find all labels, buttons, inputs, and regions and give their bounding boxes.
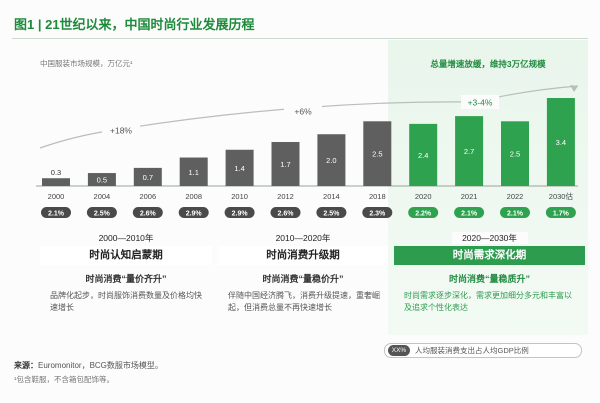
- ratio-label: 2.5%: [94, 211, 111, 218]
- footnote: ¹包含鞋服，不含箱包配饰等。: [14, 375, 114, 384]
- bar-2004: [87, 173, 116, 186]
- ratio-label: 2.6%: [278, 211, 295, 218]
- ratio-label: 2.6%: [140, 211, 157, 218]
- x-tick-label: 2018: [369, 192, 386, 201]
- era-years: 2020—2030年: [451, 232, 528, 244]
- bar-value-label: 2.5: [372, 150, 382, 159]
- cagr-label: +18%: [110, 126, 132, 136]
- x-tick-label: 2014: [323, 192, 340, 201]
- bar-2014: [317, 134, 346, 186]
- x-tick-label: 2006: [139, 192, 156, 201]
- cagr-label-bg: [102, 123, 140, 137]
- legend: XX% 人均服装消费支出占人均GDP比例: [384, 343, 582, 358]
- ratio-label: 2.1%: [48, 211, 65, 218]
- era-name: 时尚消费升级期: [218, 246, 388, 265]
- era-subtitle: 时尚消费“量稳价升”: [262, 274, 344, 284]
- ratio-label: 2.9%: [232, 211, 249, 218]
- x-tick-label: 2020: [415, 192, 432, 201]
- ratio-pill: [41, 207, 71, 218]
- highlight-title: 总量增速放缓，维持3万亿规模: [430, 59, 546, 69]
- ratio-label: 2.9%: [186, 211, 203, 218]
- cagr-label: +3-4%: [468, 98, 493, 108]
- ratio-pill: [132, 207, 163, 218]
- bar-value-label: 2.5: [510, 150, 520, 159]
- bar-chart: 0.3 2000 2.1% 0.5 2004 2.5% 0.7 2006 2.6% 1.1 2008…: [36, 85, 579, 218]
- bar-value-label: 0.5: [97, 176, 107, 185]
- ratio-label: 2.3%: [369, 211, 386, 218]
- forecast-highlight-panel: [388, 40, 588, 335]
- ratio-pill: [454, 207, 485, 218]
- bar-2022: [501, 121, 529, 186]
- source-label: 来源：: [14, 361, 38, 370]
- bar-2010: [225, 149, 254, 186]
- ratio-label: 1.7%: [553, 211, 570, 218]
- bar-value-label: 2.0: [326, 156, 336, 165]
- x-tick-label: 2010: [231, 192, 248, 201]
- bar-2000: [42, 178, 70, 186]
- bar-2030估: [546, 98, 575, 186]
- x-tick-label: 2008: [185, 192, 202, 201]
- bar-value-label: 1.1: [188, 168, 198, 177]
- era-years: 2010—2020年: [265, 232, 341, 244]
- y-unit-label: 中国服装市场规模，万亿元¹: [40, 59, 133, 68]
- bar-value-label: 1.7: [280, 160, 290, 169]
- ratio-pill: [224, 207, 255, 218]
- cagr-label: +6%: [294, 107, 312, 117]
- x-tick-label: 2012: [277, 192, 294, 201]
- legend-pill: XX%: [388, 345, 410, 356]
- x-tick-label: 2022: [507, 192, 524, 201]
- era-description: 时尚需求逐步深化，需求更加细分多元和丰富以及追求个性化表达: [404, 291, 572, 312]
- ratio-pill: [270, 207, 301, 218]
- bar-2012: [271, 142, 300, 186]
- ratio-pill: [500, 207, 530, 218]
- era-years: 2000—2010年: [88, 232, 164, 244]
- legend-text: 人均服装消费支出占人均GDP比例: [415, 346, 529, 355]
- x-tick-label: 2030估: [549, 191, 574, 201]
- source: 来源：Euromonitor，BCG数服市场模型。: [14, 360, 163, 371]
- page-title: 图1 | 21世纪以来，中国时尚行业发展历程: [14, 17, 255, 32]
- ratio-label: 2.1%: [507, 211, 524, 218]
- ratio-label: 2.2%: [415, 211, 432, 218]
- growth-curve-arrowhead: [570, 85, 578, 92]
- bar-2008: [179, 157, 208, 186]
- cagr-label-bg: [284, 104, 322, 118]
- era-name: 时尚认知启蒙期: [40, 246, 212, 265]
- x-tick-label: 2000: [48, 192, 65, 201]
- ratio-pill: [408, 207, 439, 218]
- ratio-pill: [86, 207, 117, 218]
- ratio-pill: [545, 207, 576, 218]
- bar-value-label: 2.4: [418, 151, 428, 160]
- era-subtitle: 时尚消费“量稳质升”: [448, 274, 530, 284]
- bar-2021: [455, 116, 484, 186]
- source-text: Euromonitor，BCG数服市场模型。: [38, 361, 163, 370]
- ratio-label: 2.1%: [461, 211, 478, 218]
- era-description: 品牌化起步，时尚服饰消费数量及价格均快速增长: [50, 291, 202, 312]
- cagr-label-bg: [461, 95, 499, 109]
- bar-2006: [133, 167, 162, 186]
- era-name: 时尚需求深化期: [394, 246, 585, 265]
- ratio-pill: [362, 207, 393, 218]
- bar-value-label: 0.7: [143, 173, 153, 182]
- bar-value-label: 2.7: [464, 147, 474, 156]
- ratio-label: 2.5%: [323, 211, 340, 218]
- bar-2020: [409, 123, 438, 186]
- x-tick-label: 2021: [461, 192, 478, 201]
- ratio-pill: [178, 207, 209, 218]
- bar-2018: [363, 121, 392, 186]
- x-tick-label: 2004: [94, 192, 111, 201]
- era-description: 伴随中国经济腾飞，消费升级提速，重奢崛起，但消费总量不再快速增长: [228, 291, 380, 312]
- era-subtitle: 时尚消费“量价齐升”: [85, 274, 167, 284]
- bar-value-label: 0.3: [51, 168, 61, 177]
- title-divider: [12, 38, 588, 39]
- bar-value-label: 3.4: [556, 138, 566, 147]
- bar-value-label: 1.4: [234, 164, 244, 173]
- ratio-pill: [316, 207, 347, 218]
